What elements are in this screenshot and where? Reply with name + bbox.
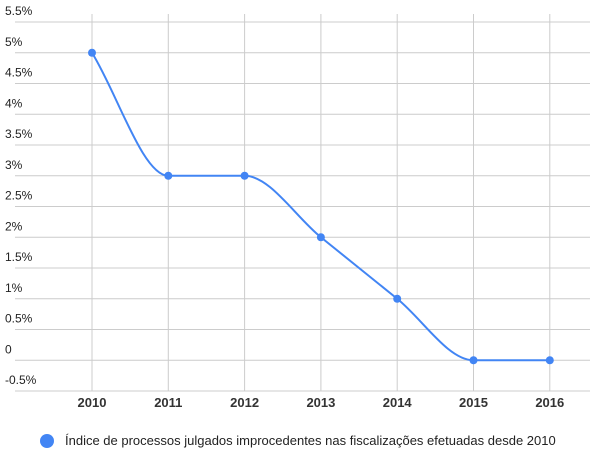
x-tick-label: 2015 (459, 395, 488, 410)
legend-marker (40, 434, 54, 448)
x-tick-label: 2012 (230, 395, 259, 410)
point (545, 356, 554, 365)
legend-label: Índice de processos julgados improcedent… (65, 433, 556, 448)
x-tick-label: 2011 (154, 395, 182, 410)
point (316, 233, 325, 242)
y-tick-label: 5.5% (5, 4, 33, 18)
point (240, 171, 249, 180)
y-tick-label: 3% (5, 158, 23, 172)
y-tick-label: 4.5% (5, 66, 33, 80)
x-tick-label: 2016 (535, 395, 564, 410)
x-tick-label: 2014 (383, 395, 413, 410)
y-tick-label: 0 (5, 342, 12, 356)
y-tick-label: 4% (5, 96, 23, 110)
point (469, 356, 478, 365)
y-tick-label: 1% (5, 281, 23, 295)
y-tick-label: -0.5% (5, 373, 37, 387)
y-tick-label: 0.5% (5, 312, 33, 326)
y-tick-label: 2% (5, 219, 23, 233)
y-tick-label: 1.5% (5, 250, 33, 264)
x-tick-label: 2013 (306, 395, 335, 410)
y-tick-label: 2.5% (5, 189, 33, 203)
y-tick-label: 3.5% (5, 127, 33, 141)
y-tick-label: 5% (5, 35, 23, 49)
point (393, 294, 402, 303)
point (88, 48, 96, 57)
x-tick-label: 2010 (78, 395, 107, 410)
point (164, 171, 173, 180)
